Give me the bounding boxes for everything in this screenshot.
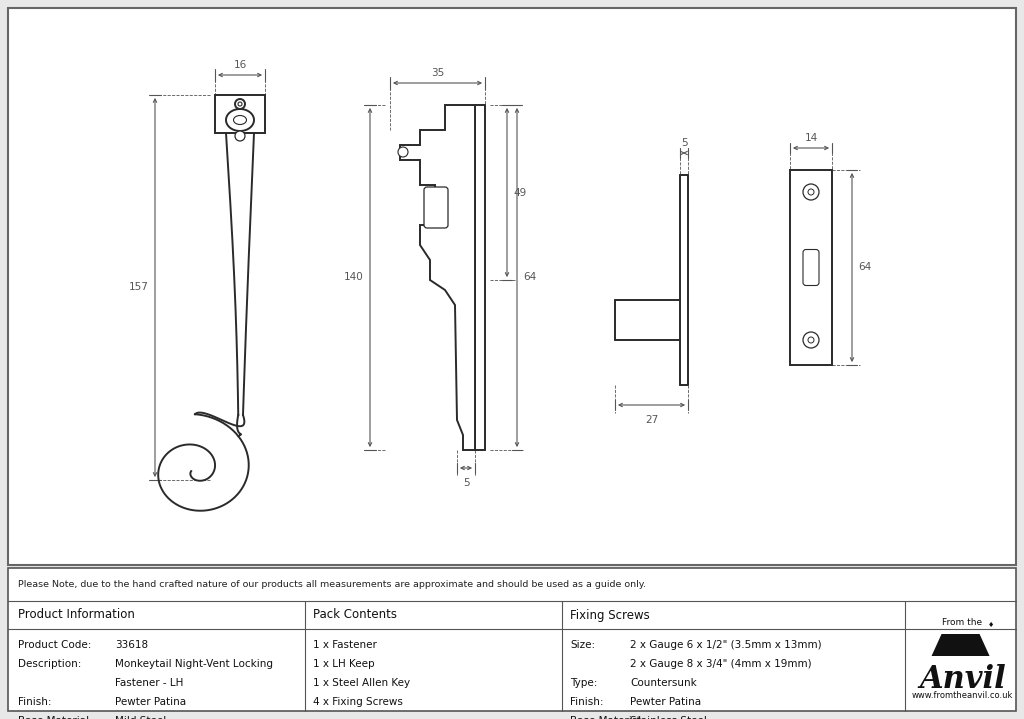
Text: 2 x Gauge 6 x 1/2" (3.5mm x 13mm): 2 x Gauge 6 x 1/2" (3.5mm x 13mm) (631, 640, 822, 650)
Text: Countersunk: Countersunk (631, 678, 697, 688)
Text: Mild Steel: Mild Steel (115, 716, 166, 719)
Text: Product Information: Product Information (18, 608, 135, 621)
Text: Finish:: Finish: (18, 697, 51, 707)
Text: 49: 49 (513, 188, 526, 198)
Text: 5: 5 (681, 138, 687, 148)
Circle shape (398, 147, 408, 157)
Text: 157: 157 (129, 283, 150, 293)
Text: 35: 35 (431, 68, 444, 78)
Text: Finish:: Finish: (570, 697, 604, 707)
Ellipse shape (233, 116, 247, 124)
Circle shape (234, 131, 245, 141)
Ellipse shape (226, 109, 254, 131)
Text: Fixing Screws: Fixing Screws (570, 608, 650, 621)
Polygon shape (400, 105, 475, 450)
Circle shape (238, 102, 242, 106)
Text: ♦: ♦ (987, 622, 993, 628)
Text: 1 x LH Keep: 1 x LH Keep (313, 659, 375, 669)
Circle shape (808, 337, 814, 343)
Text: Fastener - LH: Fastener - LH (115, 678, 183, 688)
Text: 64: 64 (858, 262, 871, 273)
Text: Stainless Steel: Stainless Steel (631, 716, 708, 719)
Text: Type:: Type: (570, 678, 598, 688)
Text: 1 x Fastener: 1 x Fastener (313, 640, 377, 650)
Circle shape (808, 189, 814, 195)
Text: Anvil: Anvil (920, 664, 1006, 695)
Text: 33618: 33618 (115, 640, 148, 650)
Text: Please Note, due to the hand crafted nature of our products all measurements are: Please Note, due to the hand crafted nat… (18, 580, 646, 589)
Text: Monkeytail Night-Vent Locking: Monkeytail Night-Vent Locking (115, 659, 273, 669)
Text: 16: 16 (233, 60, 247, 70)
Text: Pewter Patina: Pewter Patina (115, 697, 186, 707)
Text: Pewter Patina: Pewter Patina (631, 697, 701, 707)
Text: 14: 14 (805, 133, 817, 143)
Text: 140: 140 (344, 273, 364, 283)
Text: 27: 27 (645, 415, 658, 425)
Text: 5: 5 (463, 478, 469, 488)
Circle shape (803, 332, 819, 348)
Text: 1 x Steel Allen Key: 1 x Steel Allen Key (313, 678, 411, 688)
Text: Base Material:: Base Material: (18, 716, 93, 719)
Polygon shape (932, 634, 989, 656)
Text: 4 x Fixing Screws: 4 x Fixing Screws (313, 697, 403, 707)
Text: Description:: Description: (18, 659, 81, 669)
Text: From the: From the (942, 618, 983, 627)
Text: 64: 64 (523, 273, 537, 283)
Bar (790, 170, 831, 365)
Bar (8, 568, 1016, 711)
Bar (215, 95, 265, 133)
Text: Pack Contents: Pack Contents (313, 608, 397, 621)
FancyBboxPatch shape (424, 187, 449, 228)
Circle shape (234, 99, 245, 109)
Text: Size:: Size: (570, 640, 596, 650)
Text: Base Material:: Base Material: (570, 716, 645, 719)
Circle shape (803, 184, 819, 200)
FancyBboxPatch shape (803, 249, 819, 285)
Text: 2 x Gauge 8 x 3/4" (4mm x 19mm): 2 x Gauge 8 x 3/4" (4mm x 19mm) (631, 659, 812, 669)
Text: www.fromtheanvil.co.uk: www.fromtheanvil.co.uk (912, 691, 1013, 700)
Text: Product Code:: Product Code: (18, 640, 91, 650)
Bar (8, 8, 1016, 565)
